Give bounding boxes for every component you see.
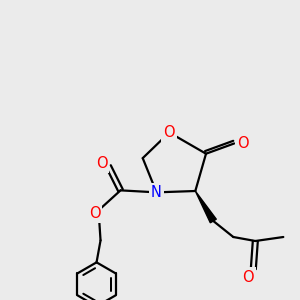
Text: N: N: [151, 185, 162, 200]
Text: O: O: [96, 156, 107, 171]
Text: O: O: [164, 125, 175, 140]
Text: O: O: [89, 206, 100, 221]
Text: O: O: [237, 136, 249, 151]
Polygon shape: [195, 191, 216, 223]
Text: O: O: [242, 269, 254, 284]
